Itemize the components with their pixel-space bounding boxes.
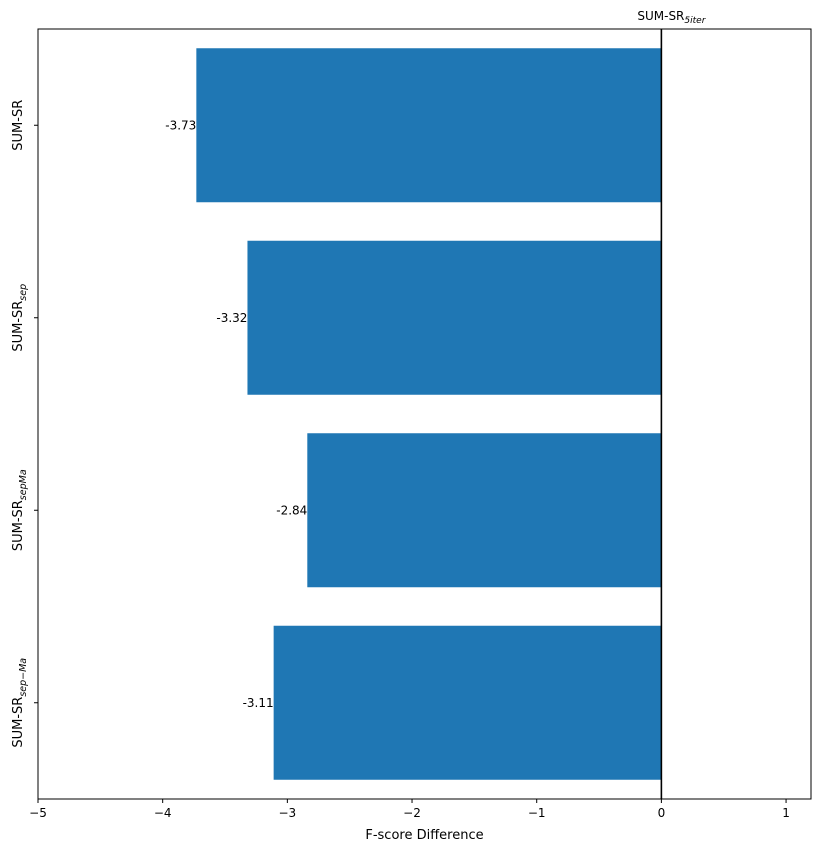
- x-tick-label: −3: [279, 806, 297, 820]
- bar: [307, 433, 662, 588]
- bar-value-label: -3.73: [165, 118, 196, 132]
- y-tick-label: SUM-SRsep: [11, 284, 29, 352]
- bar-value-label: -3.11: [243, 696, 274, 710]
- value-labels-layer: -3.73 -3.32 -2.84 -3.11: [165, 118, 307, 710]
- x-tick-label: 0: [658, 806, 666, 820]
- x-tick-label: −1: [528, 806, 546, 820]
- bars-layer: [196, 48, 662, 780]
- bar: [196, 48, 662, 203]
- y-axis-ticks: SUM-SR SUM-SRsep SUM-SRsepMa SUM-SRsep−Ma: [11, 100, 38, 748]
- x-tick-label: 1: [782, 806, 790, 820]
- bar: [273, 625, 662, 780]
- bar: [247, 240, 662, 395]
- bar-value-label: -2.84: [276, 503, 307, 517]
- y-tick-label: SUM-SRsep−Ma: [11, 658, 29, 748]
- y-tick-label: SUM-SR: [11, 100, 26, 151]
- bar-value-label: -3.32: [216, 311, 247, 325]
- plot-frame: [37, 28, 812, 800]
- x-tick-label: −5: [29, 806, 47, 820]
- x-axis-ticks: −5 −4 −3 −2 −1 0 1: [29, 799, 790, 820]
- reference-line-label: SUM-SR5iter: [637, 9, 706, 26]
- y-tick-label: SUM-SRsepMa: [11, 469, 29, 551]
- x-axis-label: F-score Difference: [365, 828, 483, 843]
- x-tick-label: −4: [154, 806, 172, 820]
- x-tick-label: −2: [403, 806, 421, 820]
